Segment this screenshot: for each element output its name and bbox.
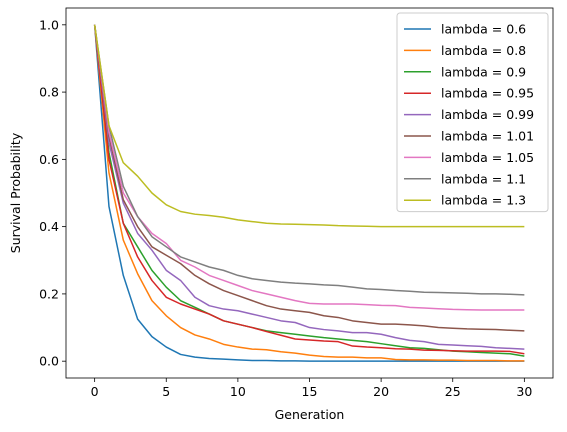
plot-lines — [93, 24, 525, 362]
x-tick-label: 15 — [302, 384, 318, 399]
series-line-3 — [93, 24, 525, 355]
series-line-4 — [93, 24, 525, 350]
series-line-5 — [93, 24, 525, 332]
x-tick-label: 30 — [516, 384, 532, 399]
series-line-6 — [93, 24, 525, 311]
y-tick-label: 0.4 — [39, 219, 59, 234]
x-tick-label: 25 — [445, 384, 461, 399]
legend-entry: lambda = 0.8 — [441, 43, 526, 58]
y-axis: 0.0 0.2 0.4 0.6 0.8 1.0 — [39, 17, 66, 369]
x-tick-label: 0 — [91, 384, 99, 399]
y-tick-label: 0.8 — [39, 85, 59, 100]
y-tick-label: 0.6 — [39, 152, 59, 167]
x-tick-label: 10 — [230, 384, 246, 399]
y-tick-label: 0.0 — [39, 354, 59, 369]
x-axis: 0 5 10 15 20 25 30 — [91, 378, 532, 399]
series-line-8 — [93, 24, 525, 228]
series-line-1 — [93, 24, 525, 362]
legend-entry: lambda = 0.95 — [441, 86, 534, 101]
legend-entry: lambda = 0.99 — [441, 107, 534, 122]
y-axis-label: Survival Probability — [8, 132, 23, 253]
legend-entry: lambda = 1.01 — [441, 129, 534, 144]
x-tick-label: 20 — [373, 384, 389, 399]
legend-box — [396, 12, 549, 213]
series-line-7 — [93, 24, 525, 296]
legend-entry: lambda = 1.1 — [441, 171, 526, 186]
x-axis-label: Generation — [275, 407, 345, 422]
y-tick-label: 0.2 — [39, 286, 59, 301]
legend-entry: lambda = 1.3 — [441, 193, 526, 208]
y-tick-label: 1.0 — [39, 17, 59, 32]
legend: lambda = 0.6 lambda = 0.8 lambda = 0.9 lamb… — [396, 12, 549, 213]
series-line-0 — [93, 24, 525, 362]
legend-entry: lambda = 1.05 — [441, 150, 534, 165]
legend-entry: lambda = 0.9 — [441, 64, 526, 79]
x-tick-label: 5 — [162, 384, 170, 399]
legend-entry: lambda = 0.6 — [441, 22, 526, 37]
